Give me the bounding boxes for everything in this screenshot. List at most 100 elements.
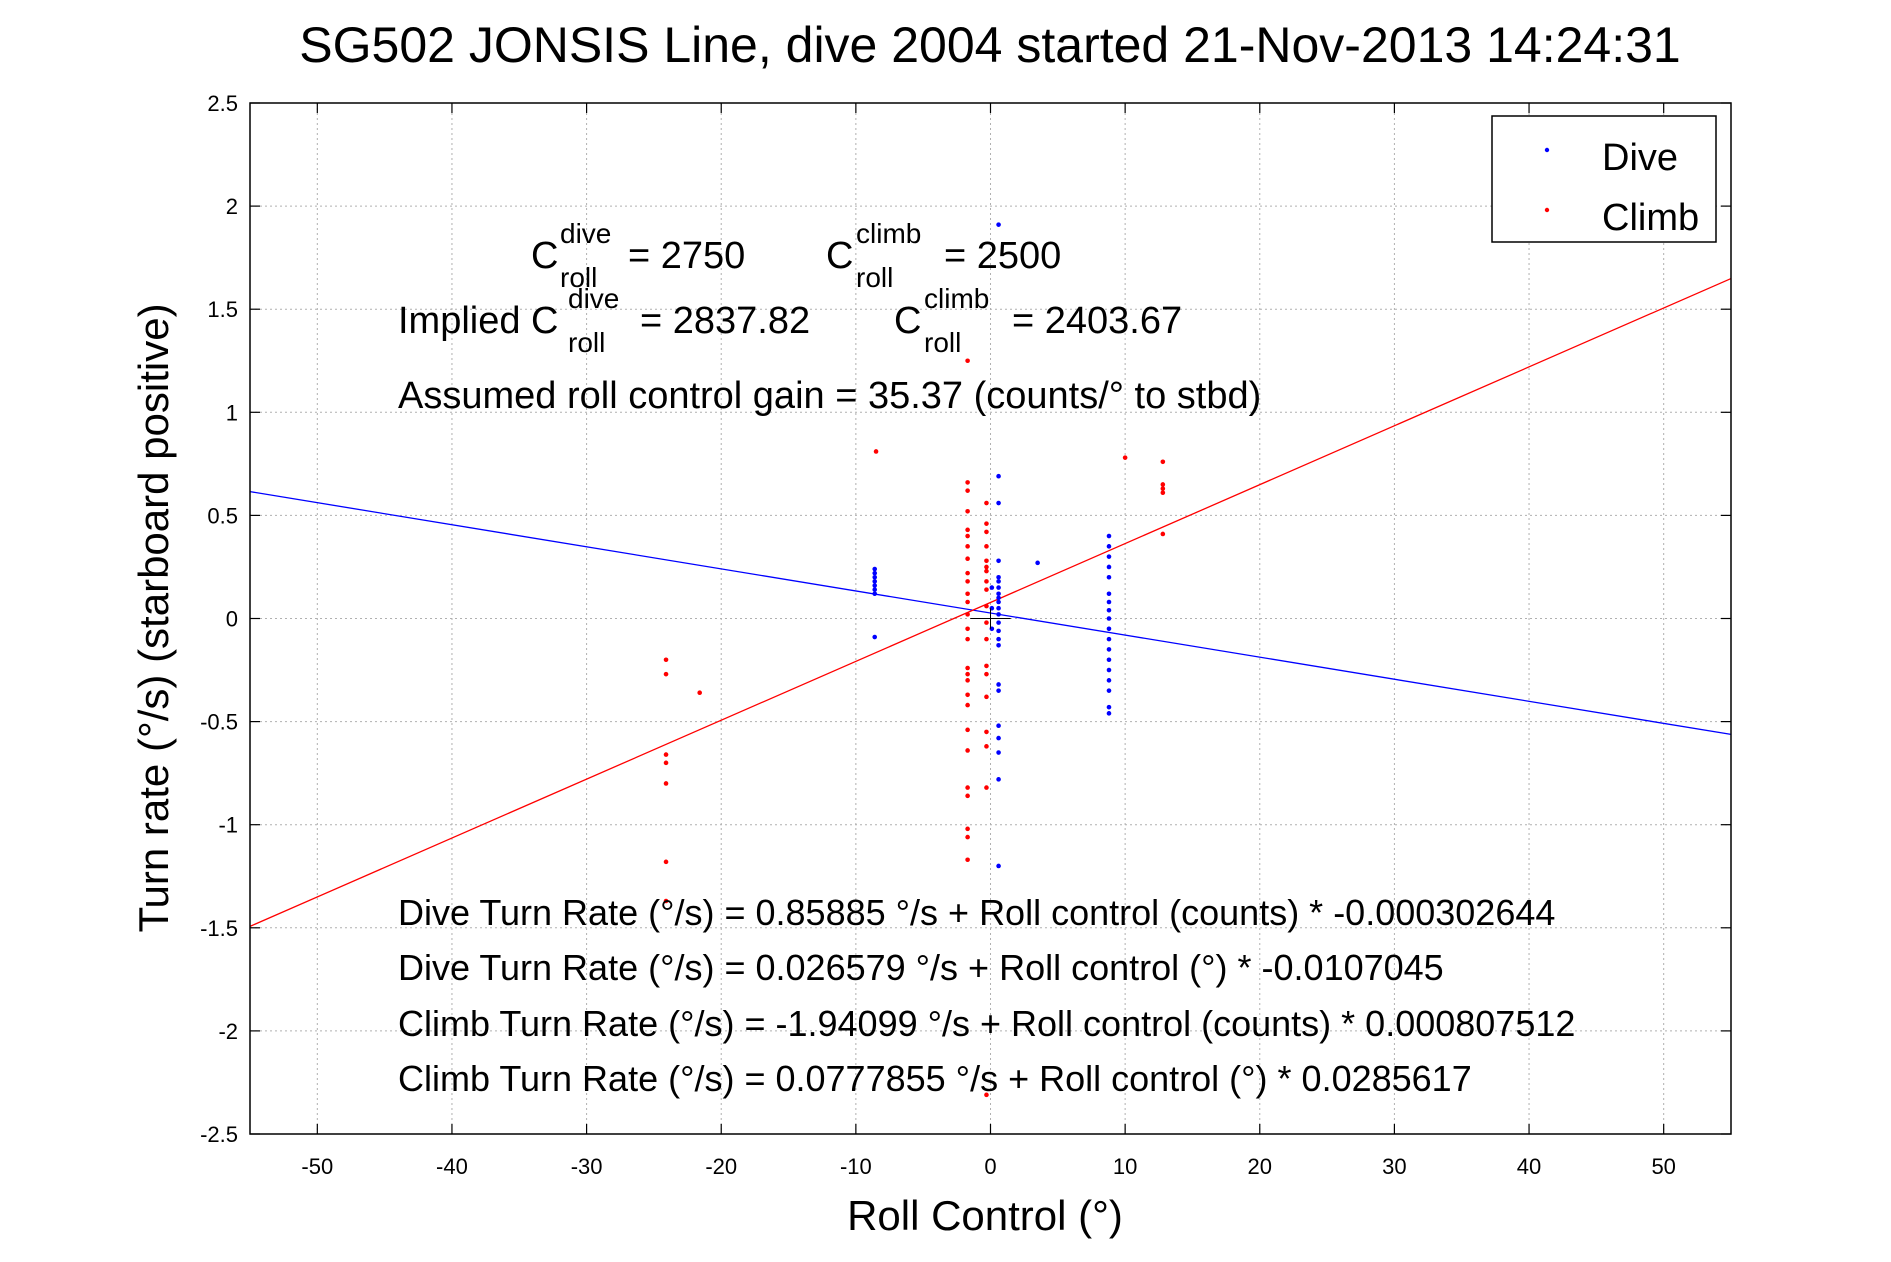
point-climb (663, 657, 669, 663)
point-dive (1106, 678, 1112, 683)
point-dive (996, 750, 1001, 755)
point-dive (1106, 574, 1112, 580)
x-tick-label: -40 (436, 1154, 468, 1179)
point-climb (965, 533, 970, 539)
point-climb (984, 694, 989, 700)
point-climb (663, 898, 669, 904)
implied-climb-base: C (894, 300, 921, 342)
point-dive (996, 585, 1001, 590)
point-dive (872, 583, 878, 588)
point-climb (965, 508, 970, 514)
point-climb (1160, 482, 1166, 487)
x-tick-label: 40 (1517, 1154, 1541, 1179)
point-dive (872, 566, 878, 572)
y-axis-label: Turn rate (°/s) (starboard positive) (130, 303, 177, 932)
point-climb (1160, 486, 1166, 491)
implied-climb-sup: climb (924, 283, 989, 314)
chart-title: SG502 JONSIS Line, dive 2004 started 21-… (299, 17, 1680, 73)
point-climb (965, 665, 970, 671)
c-roll-dive-value: = 2750 (628, 235, 745, 277)
point-climb (984, 579, 989, 584)
point-climb (1160, 490, 1166, 496)
x-tick-label: -20 (705, 1154, 737, 1179)
point-dive (1106, 626, 1112, 632)
point-climb (984, 620, 989, 625)
point-dive (996, 620, 1001, 625)
point-dive (996, 682, 1001, 687)
point-dive (996, 688, 1001, 693)
point-dive (1106, 667, 1112, 673)
point-climb (965, 692, 970, 698)
point-climb (984, 568, 989, 574)
y-tick-label: -2 (218, 1019, 238, 1044)
point-climb (965, 599, 970, 605)
point-climb (663, 859, 669, 865)
legend-marker-climb (1544, 207, 1550, 213)
c-roll-climb-value: = 2500 (944, 235, 1061, 277)
implied-climb-value: = 2403.67 (1012, 300, 1182, 342)
point-climb (984, 636, 989, 642)
point-climb (984, 558, 989, 564)
point-climb (965, 544, 970, 549)
point-dive (996, 863, 1001, 869)
point-climb (984, 587, 989, 592)
point-dive (872, 634, 878, 640)
legend-marker-dive (1544, 147, 1550, 153)
point-dive (1106, 688, 1112, 693)
point-climb (965, 358, 970, 364)
y-tick-label: -1.5 (200, 916, 238, 941)
point-climb (1122, 455, 1128, 460)
point-climb (984, 544, 989, 549)
point-climb (663, 781, 669, 786)
point-dive (996, 500, 1001, 506)
point-dive (1106, 616, 1112, 621)
point-climb (965, 591, 970, 597)
point-dive (989, 585, 995, 590)
point-climb (965, 834, 970, 840)
implied-climb-sub: roll (924, 327, 961, 358)
point-dive (1106, 704, 1112, 710)
c-roll-climb-base: C (826, 235, 853, 277)
point-climb (965, 488, 970, 493)
point-dive (1106, 533, 1112, 539)
fit-equations: Dive Turn Rate (°/s) = 0.85885 °/s + Rol… (398, 892, 1575, 1099)
point-climb (984, 785, 989, 790)
point-dive (996, 473, 1001, 479)
point-climb (965, 826, 970, 832)
point-dive (1106, 564, 1112, 570)
y-tick-label: -0.5 (200, 710, 238, 735)
point-climb (965, 857, 970, 863)
implied-dive-value: = 2837.82 (640, 300, 810, 342)
point-dive (1106, 599, 1112, 605)
point-dive (996, 628, 1001, 634)
roll-control-gain-text: Assumed roll control gain = 35.37 (count… (398, 375, 1261, 417)
x-tick-label: 20 (1248, 1154, 1272, 1179)
point-dive (996, 574, 1001, 580)
x-axis-label: Roll Control (°) (847, 1192, 1123, 1239)
point-dive (996, 599, 1001, 605)
y-tick-label: 0.5 (207, 503, 238, 528)
c-roll-dive-base: C (531, 235, 558, 277)
x-tick-label: -50 (301, 1154, 333, 1179)
point-climb (663, 671, 669, 677)
point-climb (965, 702, 970, 708)
coefficient-annotations: C dive roll = 2750 C climb roll = 2500 I… (398, 218, 1261, 417)
point-dive (1106, 711, 1112, 716)
point-dive (996, 636, 1001, 642)
fit-equation-climb-degrees: Climb Turn Rate (°/s) = 0.0777855 °/s + … (398, 1058, 1472, 1099)
point-dive (1106, 657, 1112, 663)
point-climb (965, 671, 970, 677)
point-dive (996, 777, 1001, 782)
point-climb (965, 626, 970, 632)
point-climb (984, 500, 989, 506)
x-tick-label: 30 (1382, 1154, 1406, 1179)
point-climb (965, 727, 970, 733)
point-climb (965, 556, 970, 562)
c-roll-climb-sub: roll (856, 262, 893, 293)
y-tick-label: 1 (226, 400, 238, 425)
y-tick-label: 2.5 (207, 91, 238, 116)
point-dive (1106, 636, 1112, 642)
point-climb (984, 1092, 989, 1098)
point-climb (965, 793, 970, 799)
